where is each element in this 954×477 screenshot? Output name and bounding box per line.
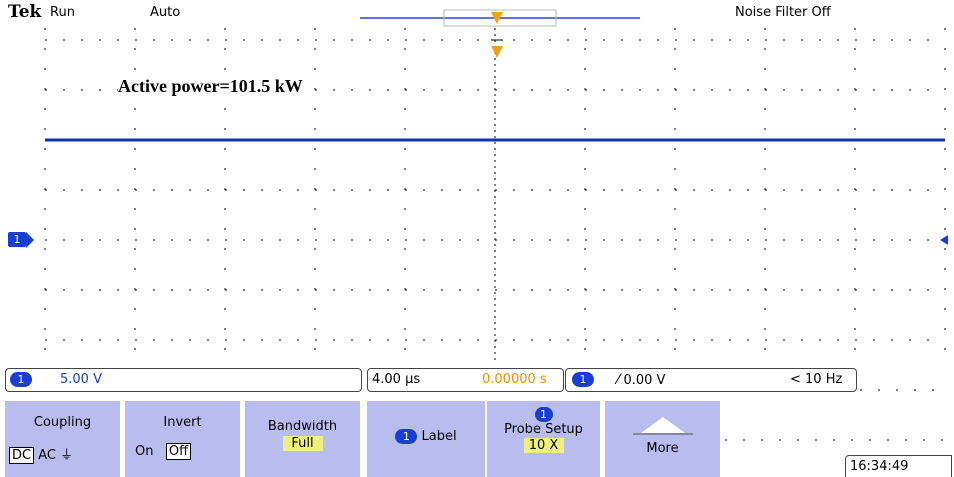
badge: 1	[535, 407, 553, 422]
button-label: Probe Setup	[487, 422, 600, 437]
ground-symbol: ⏚	[60, 448, 73, 463]
button-label: Invert	[125, 415, 240, 430]
trigger-mode: Auto	[150, 5, 180, 20]
channel-readout	[5, 368, 362, 392]
bandwidth-button[interactable]: Bandwidth Full	[245, 401, 360, 477]
button-label: More	[605, 441, 720, 456]
horizontal-position: 0.00000 s	[482, 372, 547, 387]
button-label: Bandwidth	[245, 419, 360, 434]
clock: 16:34:49	[850, 459, 908, 474]
brand: Tek	[8, 2, 41, 22]
badge: 1	[395, 429, 417, 444]
timebase: 4.00 µs	[372, 372, 420, 387]
more-button[interactable]: More	[605, 401, 720, 477]
run-state: Run	[50, 5, 75, 20]
channel-arrow	[26, 232, 34, 248]
vertical-scale: 5.00 V	[60, 372, 102, 387]
annotation: Active power=101.5 kW	[118, 76, 303, 97]
option: AC	[38, 448, 56, 463]
probe-setup-button[interactable]: 1 Probe Setup 10 X	[487, 401, 600, 477]
trigger-channel: 1	[572, 372, 594, 387]
trigger-frequency: < 10 Hz	[790, 372, 842, 387]
trigger-marker	[491, 46, 503, 58]
oscilloscope-screen: Tek Run Auto Noise Filter Off Active pow…	[0, 0, 954, 477]
trigger-level: ⁄ 0.00 V	[617, 372, 665, 388]
trigger-level-value: 0.00 V	[623, 373, 665, 388]
label-button[interactable]: 1 Label	[367, 401, 485, 477]
button-value: 10 X	[524, 438, 564, 453]
channel-marker: 1	[8, 232, 26, 247]
option: DC	[9, 447, 34, 464]
coupling-button[interactable]: Coupling DC AC ⏚	[5, 401, 120, 477]
channel-badge: 1	[10, 372, 32, 387]
button-value: Full	[283, 436, 323, 451]
option: On	[135, 444, 153, 459]
button-label: Coupling	[5, 415, 120, 430]
button-label: Label	[422, 429, 457, 444]
trigger-level-arrow	[940, 235, 948, 245]
noise-filter: Noise Filter Off	[735, 5, 831, 20]
option: Off	[166, 443, 191, 460]
invert-button[interactable]: Invert On Off	[125, 401, 240, 477]
up-arrow	[633, 413, 693, 435]
